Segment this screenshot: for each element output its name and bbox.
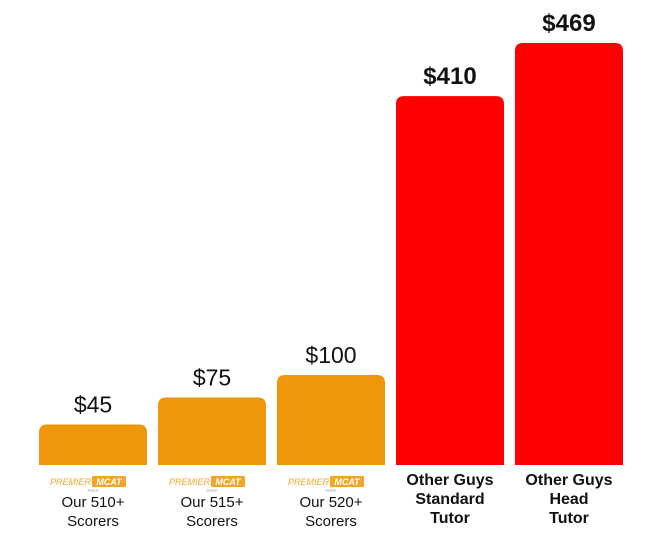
bar-5: [515, 43, 623, 465]
category-label-1-line-2: Scorers: [67, 513, 119, 530]
category-label-3-line-2: Scorers: [305, 513, 357, 530]
logo-box-1: [92, 476, 126, 487]
logo-word-premier-2: PREMIER: [169, 477, 211, 487]
category-label-2-line-2: Scorers: [186, 513, 238, 530]
bar-4: [396, 96, 504, 466]
logo-word-mcat-1: MCAT: [96, 477, 123, 487]
logo-word-prep-2: PREP: [207, 488, 218, 493]
category-label-4-line-2: Standard: [415, 491, 484, 508]
logo-box-2: [211, 476, 245, 487]
logo-word-mcat-3: MCAT: [334, 477, 361, 487]
bar-2: [158, 397, 266, 465]
logo-box-3: [330, 476, 364, 487]
logo-word-prep-1: PREP: [88, 488, 99, 493]
logo-word-prep-3: PREP: [326, 488, 337, 493]
category-label-4-line-1: Other Guys: [406, 472, 493, 489]
bar-3: [277, 375, 385, 465]
category-label-1-line-1: Our 510+: [62, 494, 125, 511]
logo-word-premier-1: PREMIER: [50, 477, 92, 487]
logo-word-mcat-2: MCAT: [215, 477, 242, 487]
category-label-5-line-1: Other Guys: [525, 472, 612, 489]
value-label-2: $75: [193, 365, 231, 391]
value-label-3: $100: [305, 342, 356, 368]
bar-1: [39, 424, 147, 465]
value-label-5: $469: [542, 10, 595, 37]
logo-word-premier-3: PREMIER: [288, 477, 330, 487]
category-label-5-line-2: Head: [549, 491, 588, 508]
category-label-5-line-3: Tutor: [549, 510, 589, 527]
category-label-3-line-1: Our 520+: [300, 494, 363, 511]
category-label-2-line-1: Our 515+: [181, 494, 244, 511]
value-label-4: $410: [423, 63, 476, 90]
category-label-4-line-3: Tutor: [430, 510, 470, 527]
value-label-1: $45: [74, 392, 112, 418]
